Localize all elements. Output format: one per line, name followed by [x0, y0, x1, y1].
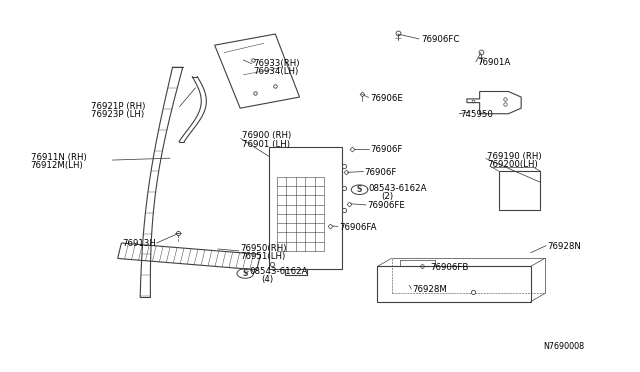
- Text: 76950(RH): 76950(RH): [240, 244, 287, 253]
- Text: 745950: 745950: [461, 110, 493, 119]
- Text: 76900 (RH): 76900 (RH): [242, 131, 291, 141]
- Text: 76901A: 76901A: [477, 58, 510, 67]
- Text: N7690008: N7690008: [543, 341, 584, 350]
- Text: (2): (2): [381, 192, 394, 201]
- Text: 769200(LH): 769200(LH): [487, 160, 538, 169]
- Text: 76906F: 76906F: [365, 168, 397, 177]
- Text: 76933(RH): 76933(RH): [253, 59, 300, 68]
- Text: 76906E: 76906E: [370, 94, 403, 103]
- Text: 76913H: 76913H: [122, 239, 156, 248]
- Text: S: S: [357, 185, 362, 194]
- Text: 76912M(LH): 76912M(LH): [31, 161, 83, 170]
- Text: 08543-6162A: 08543-6162A: [369, 185, 427, 193]
- Bar: [269, 147, 342, 269]
- Text: 76923P (LH): 76923P (LH): [92, 110, 145, 119]
- Text: (4): (4): [261, 275, 273, 284]
- Text: 76906FB: 76906FB: [430, 263, 468, 272]
- Text: 76911N (RH): 76911N (RH): [31, 153, 86, 162]
- Text: 76906FE: 76906FE: [367, 201, 405, 210]
- Text: 76906F: 76906F: [370, 145, 402, 154]
- Text: 08543-6162A: 08543-6162A: [250, 267, 308, 276]
- Text: 76951(LH): 76951(LH): [240, 252, 285, 261]
- Text: 76906FA: 76906FA: [339, 223, 377, 232]
- Text: 76906FC: 76906FC: [421, 35, 460, 44]
- Text: 76901 (LH): 76901 (LH): [242, 140, 290, 149]
- Text: 76928M: 76928M: [413, 285, 447, 294]
- Text: 76928N: 76928N: [547, 242, 581, 251]
- Text: 76921P (RH): 76921P (RH): [92, 102, 146, 111]
- Text: S: S: [243, 269, 248, 278]
- Text: 769190 (RH): 769190 (RH): [487, 152, 542, 161]
- Bar: [378, 266, 531, 302]
- Text: 76934(LH): 76934(LH): [253, 67, 299, 76]
- Bar: [499, 171, 540, 210]
